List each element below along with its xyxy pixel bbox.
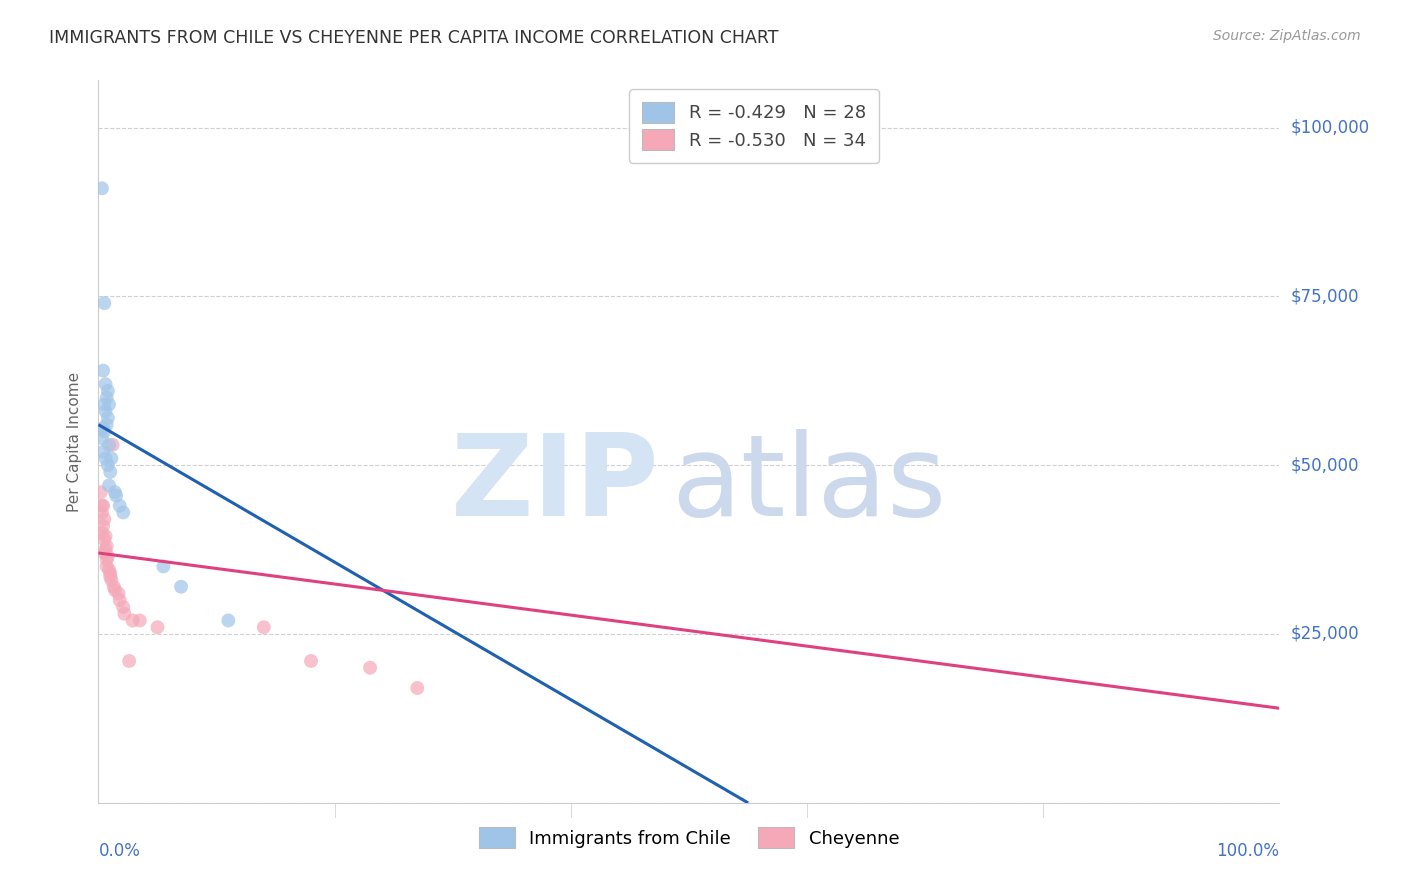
Text: $100,000: $100,000 [1291, 119, 1369, 136]
Text: $25,000: $25,000 [1291, 625, 1360, 643]
Point [406, 681, 429, 695]
Point [93, 512, 115, 526]
Point [104, 583, 127, 598]
Point [90, 485, 112, 500]
Text: IMMIGRANTS FROM CHILE VS CHEYENNE PER CAPITA INCOME CORRELATION CHART: IMMIGRANTS FROM CHILE VS CHEYENNE PER CA… [49, 29, 779, 46]
Point [94, 529, 117, 543]
Point [98, 438, 121, 452]
Point [94, 451, 117, 466]
Point [94, 377, 117, 392]
Point [100, 451, 122, 466]
Point [96, 539, 118, 553]
Point [107, 586, 129, 600]
Point [146, 620, 169, 634]
Point [91, 431, 114, 445]
Point [104, 485, 127, 500]
Point [98, 566, 121, 581]
Point [91, 519, 114, 533]
Point [101, 438, 124, 452]
Point [103, 580, 125, 594]
Point [98, 465, 121, 479]
Point [96, 391, 118, 405]
Text: 100.0%: 100.0% [1216, 842, 1279, 860]
Point [91, 505, 114, 519]
Point [97, 549, 120, 564]
Point [121, 614, 143, 628]
Text: $50,000: $50,000 [1291, 456, 1360, 475]
Point [152, 559, 174, 574]
Point [91, 181, 114, 195]
Point [98, 397, 121, 411]
Point [97, 411, 120, 425]
Text: atlas: atlas [671, 429, 946, 541]
Point [217, 614, 239, 628]
Point [93, 425, 115, 439]
Point [91, 499, 114, 513]
Point [98, 563, 121, 577]
Point [98, 569, 121, 583]
Point [118, 654, 141, 668]
Point [108, 593, 131, 607]
Point [112, 505, 135, 519]
Point [112, 599, 135, 614]
Point [253, 620, 276, 634]
Text: Source: ZipAtlas.com: Source: ZipAtlas.com [1213, 29, 1361, 43]
Text: $75,000: $75,000 [1291, 287, 1360, 305]
Point [91, 525, 114, 540]
Point [112, 607, 135, 621]
Point [93, 397, 115, 411]
Point [91, 421, 114, 435]
Point [170, 580, 193, 594]
Text: ZIP: ZIP [451, 429, 659, 541]
Point [128, 614, 150, 628]
Point [91, 499, 114, 513]
Point [93, 296, 115, 310]
Legend: Immigrants from Chile, Cheyenne: Immigrants from Chile, Cheyenne [468, 816, 910, 859]
Point [108, 499, 131, 513]
Point [97, 458, 120, 472]
Y-axis label: Per Capita Income: Per Capita Income [67, 371, 83, 512]
Point [100, 573, 122, 587]
Point [96, 417, 118, 432]
Point [299, 654, 322, 668]
Point [94, 542, 117, 557]
Point [98, 478, 121, 492]
Point [94, 404, 117, 418]
Point [91, 444, 114, 458]
Text: 0.0%: 0.0% [98, 842, 141, 860]
Point [91, 364, 114, 378]
Point [359, 661, 381, 675]
Point [96, 559, 118, 574]
Point [97, 384, 120, 398]
Point [96, 552, 118, 566]
Point [93, 533, 115, 547]
Point [105, 489, 128, 503]
Point [93, 546, 115, 560]
